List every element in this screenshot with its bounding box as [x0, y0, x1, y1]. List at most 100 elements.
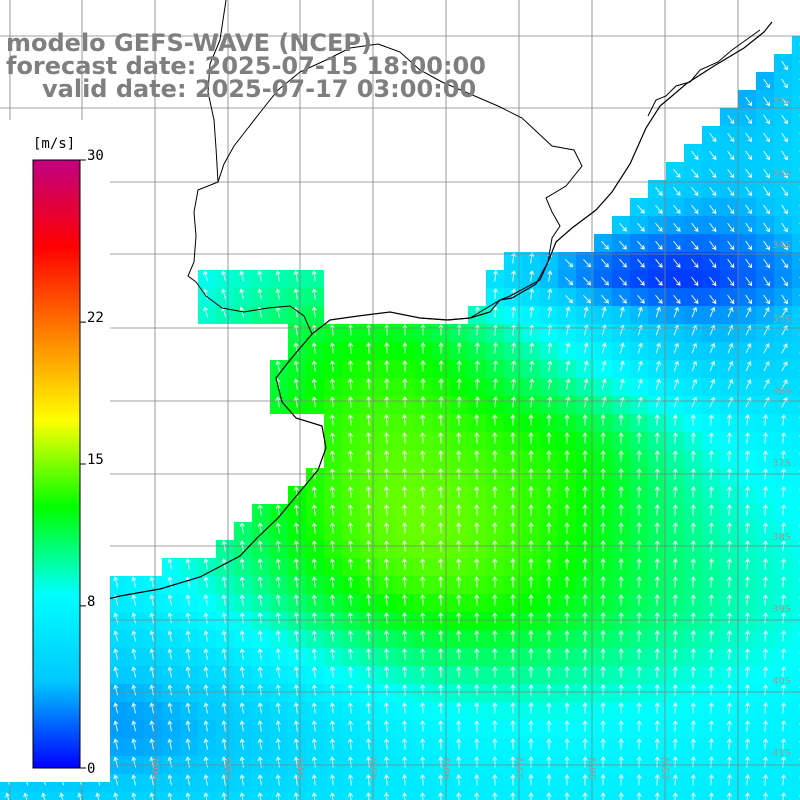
wind-arrow: [366, 396, 372, 408]
wind-arrow: [149, 630, 155, 642]
wind-arrow: [311, 504, 317, 516]
wind-arrow: [546, 756, 552, 768]
speed-cell: [792, 252, 800, 270]
wind-arrow: [402, 378, 408, 390]
wind-arrow: [365, 504, 372, 516]
wind-arrow: [654, 684, 660, 696]
wind-arrow: [510, 756, 516, 768]
wind-arrow: [402, 432, 408, 444]
wind-arrow: [275, 504, 281, 516]
wind-arrow: [600, 684, 606, 696]
wind-arrow: [745, 114, 753, 125]
wind-arrow: [456, 666, 462, 678]
wind-arrow: [745, 361, 752, 372]
wind-arrow: [564, 720, 570, 732]
wind-arrow: [311, 666, 317, 678]
wind-arrow: [77, 792, 83, 800]
wind-arrow: [618, 450, 624, 462]
wind-arrow: [456, 774, 462, 786]
wind-arrow: [744, 774, 751, 786]
wind-arrow: [511, 378, 517, 390]
wind-arrow: [672, 504, 678, 516]
speed-cell: [108, 792, 126, 800]
wind-arrow: [329, 792, 335, 800]
wind-arrow: [781, 60, 788, 71]
wind-arrow: [564, 432, 570, 444]
latitude-label: 35S: [772, 314, 791, 325]
wind-arrow: [727, 306, 734, 318]
wind-arrow: [672, 702, 678, 714]
wind-arrow: [492, 702, 498, 714]
wind-arrow: [402, 702, 408, 714]
wind-arrow: [690, 504, 696, 516]
wind-arrow: [690, 702, 696, 714]
wind-arrow: [781, 630, 787, 642]
wind-arrow: [41, 792, 47, 800]
wind-arrow: [149, 612, 155, 624]
wind-arrow: [762, 486, 769, 498]
wind-arrow: [582, 522, 588, 534]
wind-arrow: [275, 270, 281, 282]
wind-arrow: [529, 252, 535, 264]
wind-arrow: [763, 397, 770, 408]
wind-arrow: [185, 774, 191, 786]
wind-arrow: [438, 450, 444, 462]
wind-arrow: [727, 396, 734, 408]
wind-arrow: [762, 576, 769, 588]
wind-arrow: [636, 558, 642, 570]
wind-arrow: [654, 612, 660, 624]
wind-arrow: [763, 114, 770, 125]
wind-arrow: [672, 648, 678, 660]
speed-cell: [792, 522, 800, 540]
wind-arrow: [438, 738, 444, 750]
wind-arrow: [113, 720, 119, 732]
wind-arrow: [474, 792, 480, 800]
wind-arrow: [565, 396, 571, 408]
wind-arrow: [383, 666, 390, 678]
speed-cell: [792, 648, 800, 666]
wind-arrow: [257, 774, 263, 786]
wind-arrow: [221, 738, 227, 750]
wind-arrow: [528, 648, 534, 660]
wind-arrow: [528, 756, 534, 768]
wind-arrow: [293, 270, 299, 282]
wind-arrow: [727, 276, 735, 287]
wind-arrow: [745, 150, 753, 161]
wind-arrow: [619, 306, 625, 318]
wind-arrow: [654, 504, 660, 516]
speed-cell: [792, 234, 800, 252]
wind-arrow: [763, 361, 770, 372]
speed-cell: [792, 414, 800, 432]
speed-cell: [792, 324, 800, 342]
wind-arrow: [329, 666, 335, 678]
wind-arrow: [113, 702, 119, 714]
wind-arrow: [203, 576, 209, 588]
wind-arrow: [709, 306, 716, 318]
wind-arrow: [528, 720, 534, 732]
wind-arrow: [275, 522, 281, 534]
wind-arrow: [619, 222, 627, 232]
wind-arrow: [383, 702, 390, 714]
wind-arrow: [203, 648, 209, 660]
wind-arrow: [745, 186, 753, 197]
wind-arrow: [167, 792, 173, 800]
wind-arrow: [365, 702, 372, 714]
wind-arrow: [474, 702, 480, 714]
wind-arrow: [708, 792, 714, 800]
speed-cell: [792, 666, 800, 684]
wind-arrow: [420, 774, 426, 786]
wind-arrow: [185, 720, 191, 732]
wind-arrow: [510, 630, 516, 642]
wind-arrow: [618, 666, 624, 678]
wind-arrow: [708, 522, 714, 534]
wind-arrow: [329, 612, 335, 624]
wind-arrow: [582, 630, 588, 642]
wind-arrow: [149, 684, 155, 696]
wind-arrow: [420, 666, 426, 678]
wind-arrow: [167, 648, 173, 660]
wind-arrow: [221, 774, 227, 786]
wind-arrow: [474, 378, 480, 390]
wind-arrow: [420, 324, 426, 336]
wind-arrow: [600, 558, 606, 570]
wind-arrow: [510, 486, 516, 498]
